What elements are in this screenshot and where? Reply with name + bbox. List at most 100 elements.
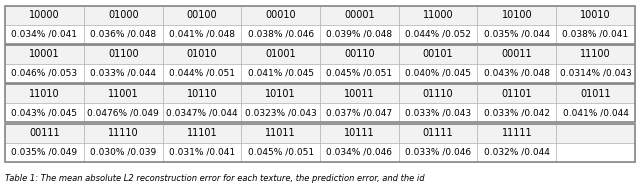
Bar bbox=[163, 25, 241, 44]
Bar bbox=[477, 45, 556, 64]
Bar bbox=[320, 45, 399, 64]
Text: 0.031% /0.041: 0.031% /0.041 bbox=[169, 148, 235, 157]
Text: 00100: 00100 bbox=[187, 10, 217, 20]
Bar bbox=[320, 84, 399, 103]
Bar bbox=[399, 103, 477, 122]
Text: 0.0347% /0.044: 0.0347% /0.044 bbox=[166, 108, 237, 117]
Bar bbox=[556, 103, 635, 122]
Text: 0.034% /0.046: 0.034% /0.046 bbox=[326, 148, 392, 157]
Text: 10010: 10010 bbox=[580, 10, 611, 20]
Bar bbox=[84, 6, 163, 25]
Text: 11100: 11100 bbox=[580, 49, 611, 59]
Text: 0.030% /0.039: 0.030% /0.039 bbox=[90, 148, 156, 157]
Bar bbox=[84, 64, 163, 83]
Text: 0.045% /0.051: 0.045% /0.051 bbox=[326, 69, 392, 78]
Bar bbox=[241, 45, 320, 64]
Text: 10011: 10011 bbox=[344, 89, 374, 99]
Bar bbox=[241, 64, 320, 83]
Text: 01011: 01011 bbox=[580, 89, 611, 99]
Text: 00010: 00010 bbox=[266, 10, 296, 20]
Text: 0.044% /0.051: 0.044% /0.051 bbox=[169, 69, 235, 78]
Bar bbox=[477, 6, 556, 25]
Text: 0.041% /0.044: 0.041% /0.044 bbox=[563, 108, 628, 117]
Text: 10111: 10111 bbox=[344, 128, 374, 138]
Text: 00111: 00111 bbox=[29, 128, 60, 138]
Bar bbox=[556, 124, 635, 143]
Text: 11010: 11010 bbox=[29, 89, 60, 99]
Bar bbox=[241, 143, 320, 162]
Bar bbox=[163, 84, 241, 103]
Bar bbox=[399, 143, 477, 162]
Bar bbox=[5, 6, 635, 44]
Text: 0.043% /0.048: 0.043% /0.048 bbox=[484, 69, 550, 78]
Text: 11001: 11001 bbox=[108, 89, 138, 99]
Bar bbox=[163, 45, 241, 64]
Text: 01101: 01101 bbox=[502, 89, 532, 99]
Bar bbox=[163, 124, 241, 143]
Bar bbox=[556, 25, 635, 44]
Bar bbox=[477, 64, 556, 83]
Text: 0.032% /0.044: 0.032% /0.044 bbox=[484, 148, 550, 157]
Text: 0.033% /0.043: 0.033% /0.043 bbox=[405, 108, 471, 117]
Text: 0.044% /0.052: 0.044% /0.052 bbox=[405, 30, 471, 39]
Text: 01110: 01110 bbox=[423, 89, 453, 99]
Text: 0.040% /0.045: 0.040% /0.045 bbox=[405, 69, 471, 78]
Text: Table 1: The mean absolute L2 reconstruction error for each texture, the predict: Table 1: The mean absolute L2 reconstruc… bbox=[5, 174, 425, 183]
Bar bbox=[320, 143, 399, 162]
Text: 11000: 11000 bbox=[423, 10, 453, 20]
Bar bbox=[399, 124, 477, 143]
Bar bbox=[320, 25, 399, 44]
Bar bbox=[241, 84, 320, 103]
Text: 11101: 11101 bbox=[187, 128, 217, 138]
Text: 0.034% /0.041: 0.034% /0.041 bbox=[12, 30, 77, 39]
Text: 0.033% /0.046: 0.033% /0.046 bbox=[405, 148, 471, 157]
Bar bbox=[320, 6, 399, 25]
Text: 00001: 00001 bbox=[344, 10, 374, 20]
Bar bbox=[163, 143, 241, 162]
Bar bbox=[5, 103, 84, 122]
Bar bbox=[399, 25, 477, 44]
Text: 10001: 10001 bbox=[29, 49, 60, 59]
Text: 01000: 01000 bbox=[108, 10, 138, 20]
Bar bbox=[556, 6, 635, 25]
Bar bbox=[84, 124, 163, 143]
Bar bbox=[84, 143, 163, 162]
Bar bbox=[84, 103, 163, 122]
Text: 00011: 00011 bbox=[502, 49, 532, 59]
Bar bbox=[5, 143, 84, 162]
Text: 0.045% /0.051: 0.045% /0.051 bbox=[248, 148, 314, 157]
Bar bbox=[477, 25, 556, 44]
Bar bbox=[241, 25, 320, 44]
Bar bbox=[5, 84, 635, 122]
Bar bbox=[320, 64, 399, 83]
Bar bbox=[477, 103, 556, 122]
Bar bbox=[241, 124, 320, 143]
Bar bbox=[556, 84, 635, 103]
Bar bbox=[556, 143, 635, 162]
Bar bbox=[5, 64, 84, 83]
Bar bbox=[163, 64, 241, 83]
Text: 0.035% /0.044: 0.035% /0.044 bbox=[484, 30, 550, 39]
Bar bbox=[5, 124, 635, 162]
Bar bbox=[241, 6, 320, 25]
Bar bbox=[320, 103, 399, 122]
Text: 00110: 00110 bbox=[344, 49, 374, 59]
Bar bbox=[5, 6, 84, 25]
Bar bbox=[399, 84, 477, 103]
Text: 0.043% /0.045: 0.043% /0.045 bbox=[12, 108, 77, 117]
Text: 11111: 11111 bbox=[502, 128, 532, 138]
Bar bbox=[163, 103, 241, 122]
Text: 0.0314% /0.043: 0.0314% /0.043 bbox=[559, 69, 632, 78]
Text: 0.036% /0.048: 0.036% /0.048 bbox=[90, 30, 156, 39]
Text: 0.038% /0.041: 0.038% /0.041 bbox=[563, 30, 628, 39]
Text: 0.0476% /0.049: 0.0476% /0.049 bbox=[87, 108, 159, 117]
Text: 01001: 01001 bbox=[266, 49, 296, 59]
Bar bbox=[477, 124, 556, 143]
Text: 0.046% /0.053: 0.046% /0.053 bbox=[12, 69, 77, 78]
Bar bbox=[241, 103, 320, 122]
Text: 10000: 10000 bbox=[29, 10, 60, 20]
Bar bbox=[477, 143, 556, 162]
Bar bbox=[5, 45, 84, 64]
Bar bbox=[84, 84, 163, 103]
Bar bbox=[477, 84, 556, 103]
